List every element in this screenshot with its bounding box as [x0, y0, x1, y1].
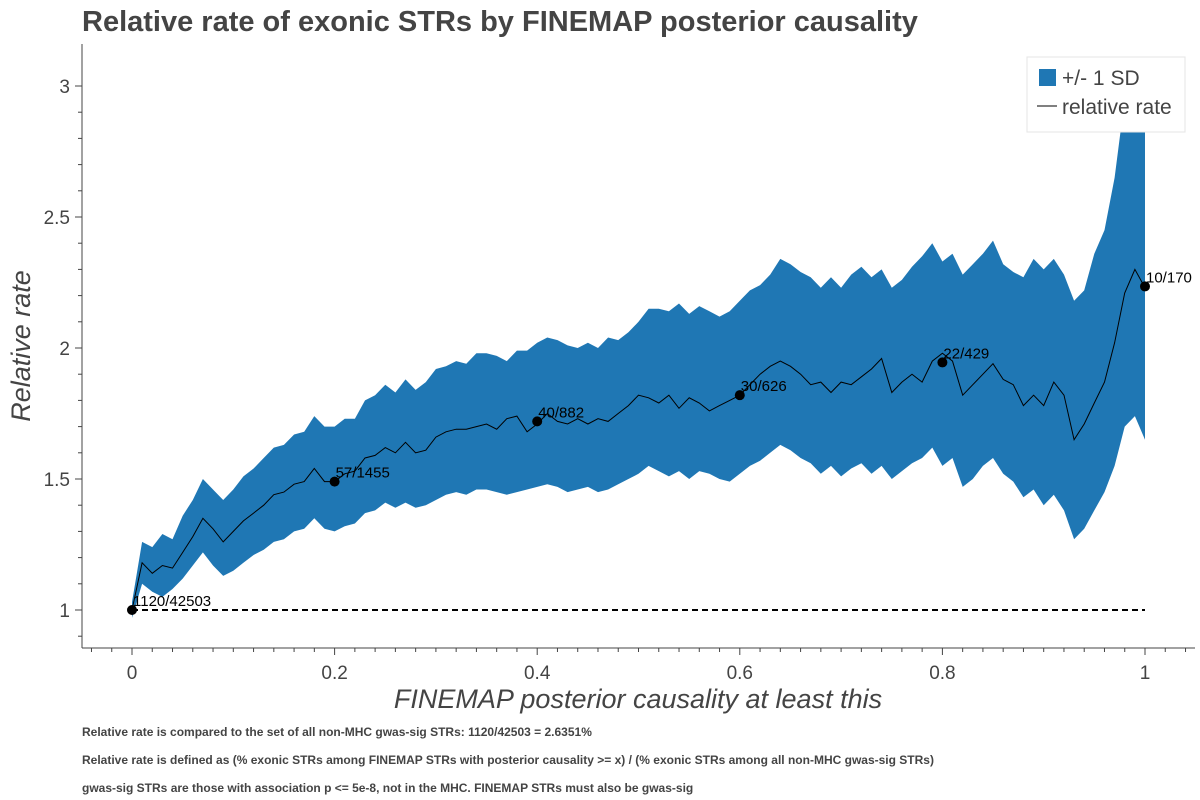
x-tick-label-5: 1 [1140, 663, 1151, 684]
legend-swatch-band [1039, 69, 1056, 86]
x-tick-label-3: 0.6 [727, 663, 753, 684]
point-label-2: 40/882 [538, 404, 584, 421]
legend: +/- 1 SD relative rate [1026, 56, 1186, 133]
chart-title: Relative rate of exonic STRs by FINEMAP … [82, 6, 918, 38]
y-axis-title: Relative rate [6, 270, 36, 422]
y-tick-label-0: 1 [59, 601, 70, 622]
x-tick-label-0: 0 [127, 663, 138, 684]
marker-point-4 [937, 357, 948, 368]
marker-point-3 [734, 390, 745, 401]
point-label-5: 10/170 [1146, 269, 1192, 286]
sd-band [132, 65, 1145, 618]
point-label-1: 57/1455 [336, 465, 390, 482]
marker-point-1 [329, 476, 340, 487]
x-tick-label-4: 0.8 [929, 663, 955, 684]
footnote-2: Relative rate is defined as (% exonic ST… [82, 753, 934, 767]
footnote-3: gwas-sig STRs are those with association… [82, 781, 694, 795]
y-tick-label-4: 3 [59, 77, 70, 98]
footnote-1: Relative rate is compared to the set of … [82, 725, 592, 739]
marker-point-0 [127, 605, 137, 615]
point-label-3: 30/626 [741, 378, 787, 395]
y-tick-label-1: 1.5 [44, 470, 70, 491]
x-tick-label-1: 0.2 [321, 663, 347, 684]
legend-label-band: +/- 1 SD [1062, 67, 1140, 90]
point-label-4: 22/429 [943, 345, 989, 362]
marker-point-2 [532, 416, 543, 427]
relative-rate-line [131, 268, 1146, 611]
y-tick-label-2: 2 [59, 339, 70, 360]
x-tick-label-2: 0.4 [524, 663, 551, 684]
marker-point-5 [1140, 281, 1150, 292]
point-label-0: 1120/42503 [133, 593, 211, 610]
legend-label-line: relative rate [1062, 96, 1172, 119]
x-axis-title: FINEMAP posterior causality at least thi… [394, 684, 882, 714]
y-tick-label-3: 2.5 [44, 208, 70, 229]
